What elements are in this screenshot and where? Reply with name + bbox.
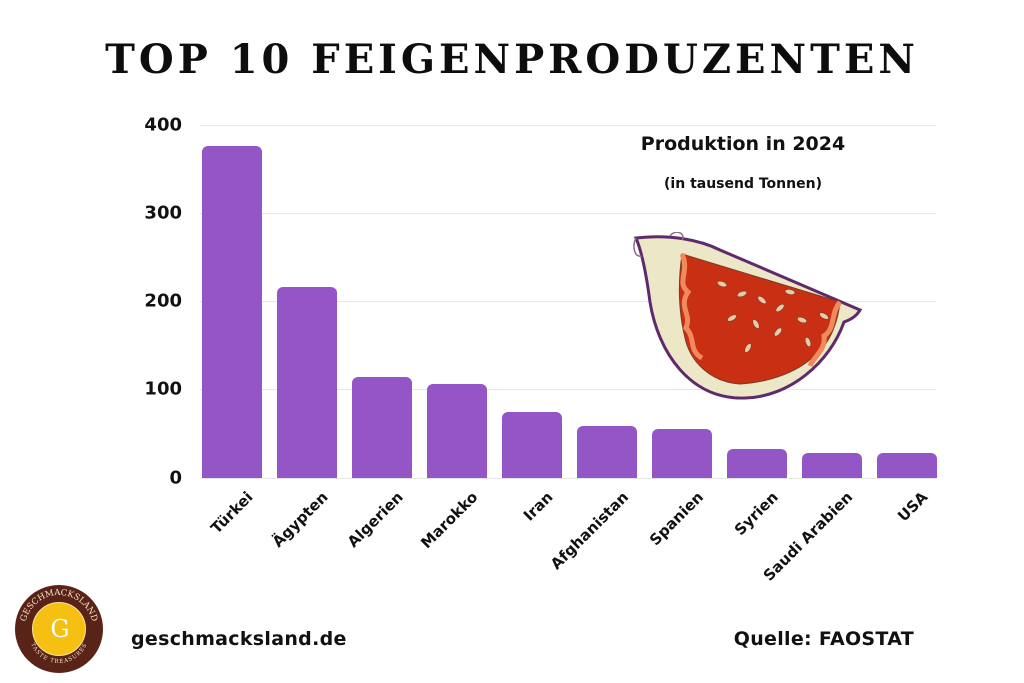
- x-tick-label: Türkei: [207, 488, 257, 538]
- bar: [277, 286, 337, 478]
- x-tick-label: Spanien: [645, 488, 707, 550]
- chart-title: TOP 10 FEIGENPRODUZENTEN: [105, 36, 919, 83]
- y-tick-label: 100: [144, 378, 182, 400]
- bar: [202, 146, 262, 478]
- bar: [352, 377, 412, 478]
- x-tick-label: Afghanistan: [546, 488, 632, 574]
- x-tick-label: Iran: [520, 488, 557, 525]
- gridline-200: [200, 301, 936, 302]
- y-tick-label: 0: [169, 467, 182, 489]
- x-tick-label: USA: [894, 488, 932, 526]
- logo-letter: G: [50, 615, 70, 643]
- x-tick-label: Marokko: [417, 488, 482, 553]
- plot-area: 400 300 200 100 0: [144, 115, 937, 489]
- bar: [877, 453, 937, 478]
- y-tick-label: 400: [144, 114, 182, 136]
- bar: [427, 384, 487, 478]
- unit-label: (in tausend Tonnen): [664, 176, 822, 192]
- x-tick-label: Syrien: [730, 488, 782, 539]
- x-tick-label: Ägypten: [268, 488, 332, 551]
- chart-subtitle: Produktion in 2024: [640, 133, 846, 155]
- website-link[interactable]: geschmacksland.de: [131, 628, 347, 650]
- gridline-300: [200, 213, 936, 214]
- y-tick-label: 300: [144, 202, 182, 224]
- gridline-0: [200, 478, 936, 479]
- fig-illustration-icon: [633, 232, 863, 400]
- bar: [727, 448, 787, 478]
- gridline-100: [200, 389, 936, 390]
- y-tick-label: 200: [144, 290, 182, 312]
- bar: [577, 425, 637, 478]
- source-label: Quelle: FAOSTAT: [733, 628, 914, 650]
- bar: [802, 453, 862, 478]
- gridline-400: [200, 125, 936, 126]
- logo-center: G: [32, 602, 86, 656]
- x-tick-label: Algerien: [343, 488, 407, 551]
- bar: [652, 429, 712, 478]
- geschmacksland-logo: GESCHMACKSLAND TASTE TREASURES G: [15, 585, 103, 673]
- bar: [502, 411, 562, 478]
